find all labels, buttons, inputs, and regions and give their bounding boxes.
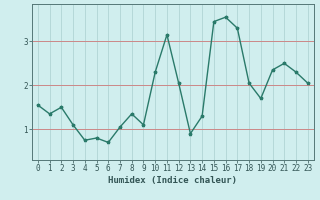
X-axis label: Humidex (Indice chaleur): Humidex (Indice chaleur) [108,176,237,185]
